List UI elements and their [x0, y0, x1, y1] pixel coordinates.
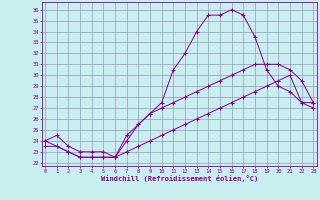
X-axis label: Windchill (Refroidissement éolien,°C): Windchill (Refroidissement éolien,°C)	[100, 175, 258, 182]
